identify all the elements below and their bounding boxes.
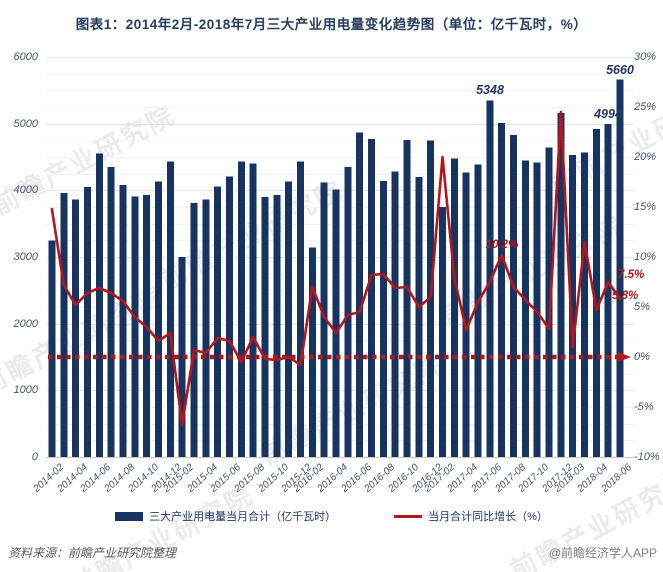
bar-2017-02 xyxy=(439,207,446,457)
zero-line-arrowhead-icon xyxy=(618,352,631,362)
bar-2014-05 xyxy=(83,187,91,457)
legend-item-bars: 三大产业用电量当月合计（亿千瓦时） xyxy=(115,508,336,524)
left-axis-tick: 0 xyxy=(31,451,38,463)
bar-2015-03 xyxy=(190,203,198,457)
bar-value-label: 5660 xyxy=(606,63,634,77)
bar-2015-08 xyxy=(249,163,257,457)
bar-2016-09 xyxy=(391,171,399,457)
bar-2014-12 xyxy=(166,161,174,457)
bar-2018-03 xyxy=(569,155,577,457)
bar-2015-02 xyxy=(178,257,186,457)
bar-2017-03 xyxy=(450,158,458,458)
bar-2017-05 xyxy=(474,164,482,458)
bar-2015-12 xyxy=(297,161,304,457)
right-axis-tick: 20% xyxy=(634,151,657,163)
left-axis-tick: 5000 xyxy=(13,118,38,130)
bar-2017-09 xyxy=(521,160,529,458)
right-axis-tick: 25% xyxy=(634,101,657,113)
bar-2016-05 xyxy=(344,167,352,457)
bar-2014-09 xyxy=(131,196,139,458)
right-axis-tick: 30% xyxy=(634,51,657,63)
bar-2017-06 xyxy=(486,100,494,457)
credit-note: @前瞻经济学人APP xyxy=(548,546,657,560)
legend-item-line: 当月合计同比增长（%） xyxy=(394,508,548,524)
bar-2016-11 xyxy=(415,177,423,457)
bar-2018-07 xyxy=(616,79,624,457)
bar-2014-03 xyxy=(60,193,68,457)
bar-2017-07 xyxy=(498,123,506,457)
line-series-swatch xyxy=(394,514,423,518)
bar-2015-07 xyxy=(237,161,245,457)
bar-2017-08 xyxy=(510,135,518,457)
bar-series-swatch xyxy=(115,511,144,521)
bar-2017-10 xyxy=(533,162,541,458)
bar-2015-09 xyxy=(261,197,269,457)
source-note: 资料来源：前瞻产业研究院整理 xyxy=(8,546,177,560)
left-axis-tick: 1000 xyxy=(13,384,38,396)
bar-2014-08 xyxy=(119,185,127,457)
right-axis-tick: 15% xyxy=(634,201,657,213)
bar-2018-05 xyxy=(592,129,600,457)
left-axis-tick: 2000 xyxy=(13,318,38,330)
line-value-label: 5.8% xyxy=(612,290,639,302)
right-axis-tick: 10% xyxy=(634,251,657,263)
line-value-label: 7.5% xyxy=(618,269,645,281)
bar-2017-04 xyxy=(462,172,470,458)
bar-series-label: 三大产业用电量当月合计（亿千瓦时） xyxy=(149,511,337,523)
bar-2016-10 xyxy=(403,140,411,457)
bar-2016-07 xyxy=(368,139,375,457)
left-axis-tick: 6000 xyxy=(13,51,38,63)
bar-2014-02 xyxy=(48,240,56,457)
left-axis-tick: 4000 xyxy=(13,184,38,196)
bar-value-label: 5348 xyxy=(476,83,504,97)
line-series-label: 当月合计同比增长（%） xyxy=(428,511,548,523)
right-axis-tick: -10% xyxy=(634,451,660,463)
bar-2016-02 xyxy=(308,247,316,457)
bar-2015-10 xyxy=(273,195,281,457)
bar-2016-08 xyxy=(379,181,387,457)
bar-2018-04 xyxy=(581,152,589,458)
right-axis-tick: 5% xyxy=(634,301,650,313)
bar-2016-06 xyxy=(356,132,364,458)
left-axis-tick: 3000 xyxy=(13,251,38,263)
bar-2015-06 xyxy=(226,176,233,458)
line-value-label: 10.2% xyxy=(485,239,519,251)
legend: 三大产业用电量当月合计（亿千瓦时） 当月合计同比增长（%） xyxy=(0,508,663,524)
chart-title: 图表1：2014年2月-2018年7月三大产业用电量变化趋势图（单位：亿千瓦时，… xyxy=(75,17,588,32)
bar-2014-06 xyxy=(95,153,103,457)
bar-2016-04 xyxy=(332,189,340,457)
bar-2015-04 xyxy=(202,199,210,457)
bar-2015-11 xyxy=(285,181,293,457)
bar-value-label: 4994 xyxy=(594,107,622,121)
bar-2016-03 xyxy=(320,182,328,458)
bar-2018-06 xyxy=(604,124,612,457)
bar-2014-04 xyxy=(72,199,80,457)
bar-2014-11 xyxy=(154,181,162,457)
right-axis-tick: -5% xyxy=(634,401,654,413)
bar-2015-05 xyxy=(214,186,222,458)
bar-2017-12 xyxy=(557,113,565,457)
bar-2017-11 xyxy=(545,147,553,457)
growth-line-series xyxy=(50,110,622,427)
right-axis-tick: 0% xyxy=(634,351,650,363)
bar-2014-07 xyxy=(107,167,115,457)
